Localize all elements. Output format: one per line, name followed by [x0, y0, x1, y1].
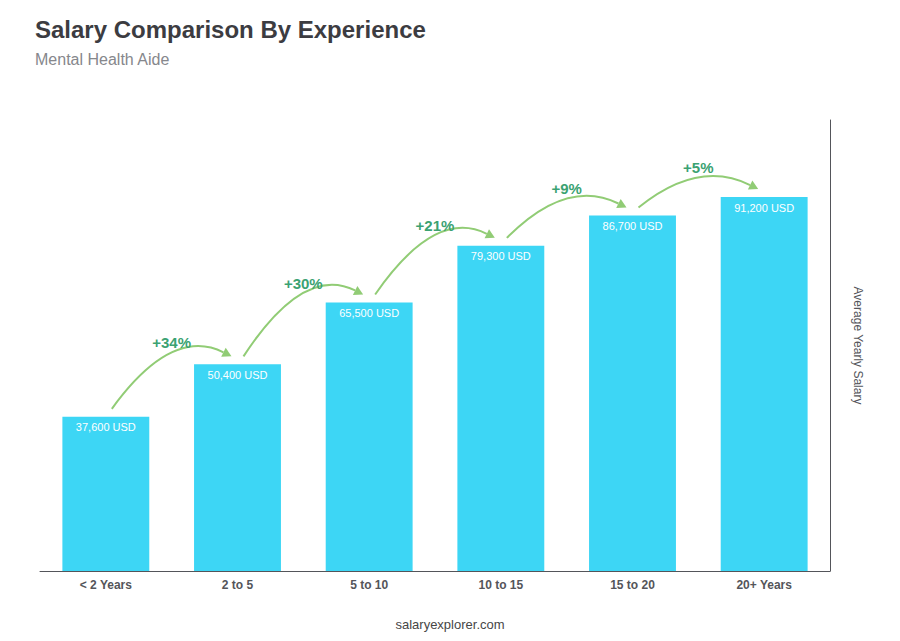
svg-text:20+ Years: 20+ Years: [736, 578, 792, 592]
svg-text:79,300 USD: 79,300 USD: [471, 250, 531, 262]
svg-text:86,700 USD: 86,700 USD: [603, 220, 663, 232]
svg-text:2 to 5: 2 to 5: [222, 578, 254, 592]
svg-text:+5%: +5%: [683, 159, 713, 176]
svg-text:Salary Comparison By Experienc: Salary Comparison By Experience: [35, 16, 426, 43]
svg-text:< 2 Years: < 2 Years: [80, 578, 132, 592]
svg-text:15 to 20: 15 to 20: [610, 578, 655, 592]
svg-text:5 to 10: 5 to 10: [350, 578, 388, 592]
svg-text:+21%: +21%: [416, 217, 455, 234]
svg-text:91,200 USD: 91,200 USD: [734, 202, 794, 214]
svg-text:Average Yearly Salary: Average Yearly Salary: [851, 287, 865, 405]
svg-text:+9%: +9%: [551, 180, 581, 197]
svg-text:10 to 15: 10 to 15: [478, 578, 523, 592]
svg-text:37,600 USD: 37,600 USD: [76, 421, 136, 433]
svg-text:+34%: +34%: [152, 334, 191, 351]
svg-text:+30%: +30%: [284, 275, 323, 292]
svg-text:salaryexplorer.com: salaryexplorer.com: [395, 617, 504, 632]
svg-text:Mental Health Aide: Mental Health Aide: [35, 51, 169, 68]
svg-text:65,500 USD: 65,500 USD: [339, 307, 399, 319]
svg-text:50,400 USD: 50,400 USD: [208, 369, 268, 381]
